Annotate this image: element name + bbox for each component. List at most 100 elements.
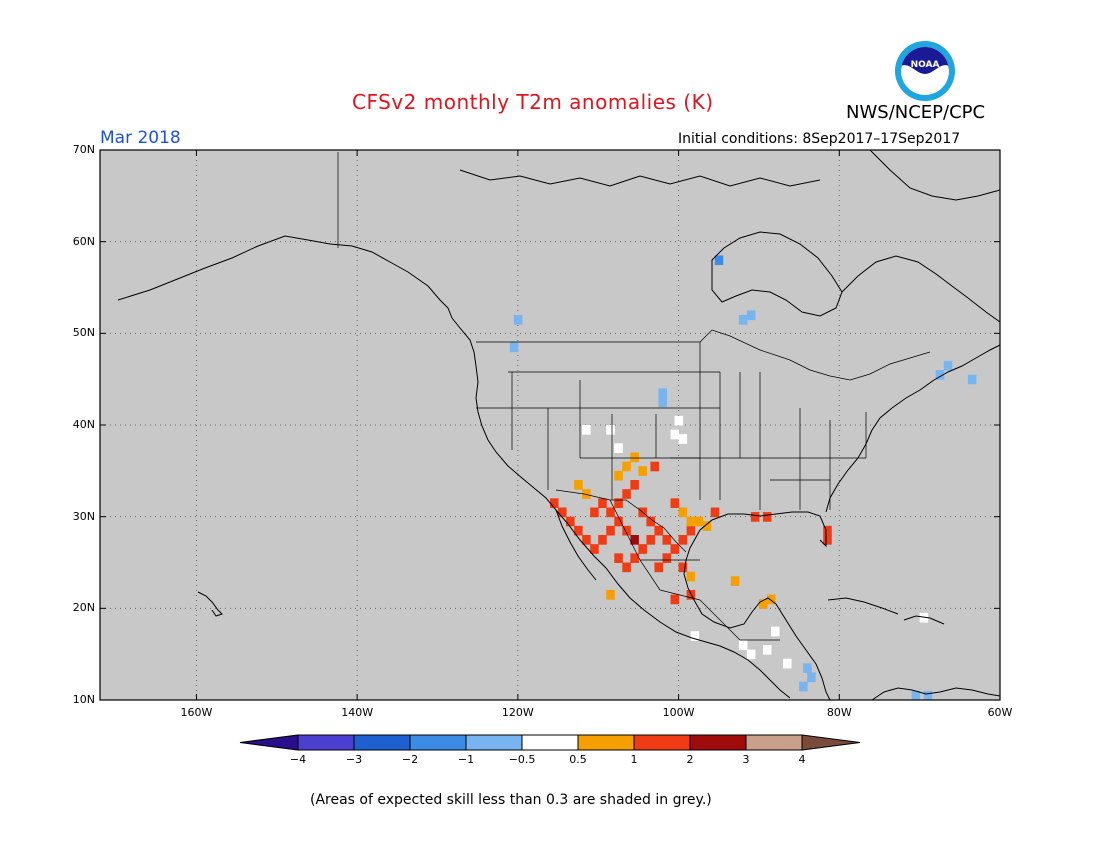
anomaly-cell [670,498,680,508]
anomaly-cell [622,525,631,536]
latitude-label: 60N [72,234,95,248]
anomaly-cell [650,461,659,472]
latitude-label: 10N [72,693,95,706]
anomaly-cell [686,516,696,527]
anomaly-cell [630,553,639,563]
anomaly-cell [690,631,700,641]
anomaly-cell [919,612,929,623]
coastline-hawaii [197,591,223,617]
map-title: CFSv2 monthly T2m anomalies (K) [352,90,714,114]
anomaly-cell [770,626,780,637]
anomaly-cell [686,571,696,582]
colorbar [239,734,861,751]
anomaly-cell [686,525,696,536]
coastline-south-america [871,687,1001,701]
longitude-label: 100W [662,706,695,719]
colorbar-segment [521,734,579,751]
colorbar-label: 1 [630,753,638,766]
noaa-logo-bird [901,47,949,74]
latitude-label: 50N [72,326,95,340]
anomaly-cell [614,470,623,481]
anomaly-cell [598,535,607,545]
anomaly-cell [738,640,748,651]
anomaly-cell [762,512,772,522]
colorbar-segment [633,734,691,751]
anomaly-cell [762,645,772,655]
anomaly-cell [678,507,688,518]
colorbar-segment [297,734,355,751]
border-mexico-states [609,499,780,641]
colorbar-label: −2 [401,753,419,766]
latitude-label: 20N [72,601,95,615]
anomaly-cell [622,489,631,499]
anomaly-cell [606,507,615,518]
anomaly-cell [566,516,575,527]
anomaly-cell [646,535,655,545]
anomaly-cell [638,466,647,476]
colorbar-segment [745,734,803,751]
forecast-month: Mar 2018 [100,128,181,148]
anomaly-cell [674,415,684,426]
anomaly-cell [582,425,591,435]
colorbar-segment [577,734,635,751]
anomaly-cell [513,315,523,325]
anomaly-cell [598,498,607,508]
anomaly-cell [702,521,712,531]
anomaly-cell [923,690,933,701]
anomaly-cell [622,562,631,573]
initial-conditions: Initial conditions: 8Sep2017–17Sep2017 [678,131,961,147]
colorbar-segment [689,734,747,751]
coastline-baja [555,509,597,581]
latitude-label: 40N [72,418,95,431]
colorbar-label: −4 [289,753,307,766]
anomaly-cell [738,315,748,325]
latitude-label: 30N [72,509,95,523]
anomaly-cell [590,544,599,554]
coastline-alaska [117,235,453,319]
anomaly-cell [590,507,599,518]
longitude-label: 60W [987,706,1013,719]
anomaly-cell [654,562,663,573]
anomaly-cell [935,370,945,380]
colorbar-label: −1 [457,753,475,766]
longitude-label: 140W [341,706,374,719]
anomaly-cell [614,553,623,563]
anomaly-cell [662,535,672,545]
colorbar-label: −3 [345,753,363,766]
coastline-arctic-islands [459,169,821,187]
colorbar-arrow-high [801,734,861,751]
colorbar-segment [465,734,523,751]
anomaly-cell [630,452,639,463]
anomaly-cell [582,535,591,545]
anomaly-cell [678,535,688,545]
coastline-central-america [775,603,831,701]
anomaly-cell [630,535,639,545]
anomaly-cell [746,649,756,660]
anomaly-cell [670,544,680,554]
colorbar-label: 2 [686,753,694,766]
anomaly-cell [658,397,668,408]
colorbar-label: −0.5 [508,753,536,766]
anomaly-cell [606,525,615,536]
anomaly-cell [606,425,615,435]
anomaly-cell [670,594,680,605]
anomaly-cell [783,658,792,669]
anomaly-cell [638,544,647,554]
colorbar-segment [409,734,467,751]
colorbar-label: 4 [798,753,806,766]
coastlines [117,149,1001,701]
longitude-label: 160W [180,706,213,719]
longitude-label: 80W [826,706,852,719]
coastline-greenland [869,149,1001,201]
coastline-labrador [841,255,1001,323]
anomaly-cell [750,512,760,522]
anomaly-cell [509,342,519,353]
border-us-mexico [555,489,687,553]
anomaly-cell [911,690,921,701]
noaa-logo: NOAA [895,41,955,101]
anomaly-cell [582,489,591,499]
anomaly-cell [654,525,663,536]
coastline-hispaniola [903,615,945,625]
coastline-atlantic [825,344,1001,513]
